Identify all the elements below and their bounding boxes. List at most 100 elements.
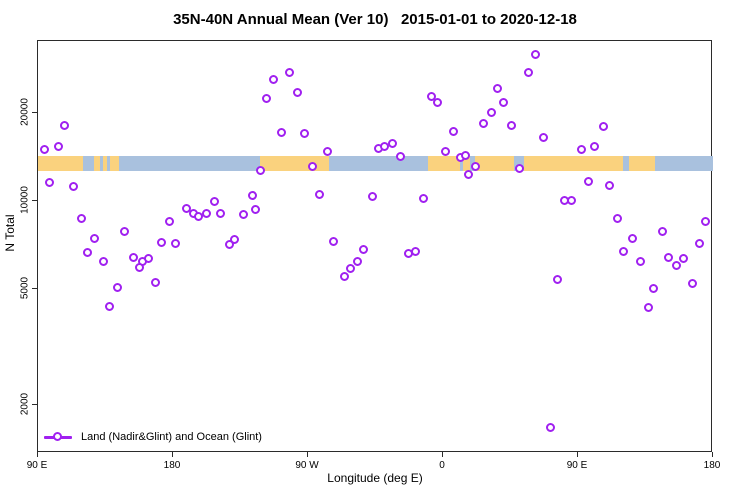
data-point [672,261,681,270]
data-point [285,68,294,78]
data-point [82,247,92,257]
data-point [590,142,599,152]
data-point [567,196,576,205]
data-point [524,68,533,78]
data-point [151,278,160,287]
y-tick-mark [32,404,37,406]
data-point [262,94,271,103]
x-axis-title: Longitude (deg E) [327,471,423,485]
data-point [531,50,540,60]
data-point [129,253,138,262]
data-point [105,302,114,312]
data-point [171,239,180,249]
data-point [277,128,286,137]
data-point [135,263,144,273]
legend: Land (Nadir&Glint) and Ocean (Glint) [44,429,262,445]
land-segment [474,155,514,171]
data-point [599,122,608,132]
data-point [448,127,458,137]
data-point [441,147,450,157]
data-point [225,240,234,249]
data-point [679,253,689,263]
data-point [238,209,248,219]
data-point [700,217,710,227]
land-segment [524,155,623,171]
x-tick-mark [712,452,713,457]
data-point [346,264,355,273]
y-axis-title: N Total [3,214,17,252]
chart-title: 35N-40N Annual Mean (Ver 10) 2015-01-01 … [173,11,577,28]
land-segment [428,155,460,171]
data-point [248,191,257,200]
y-tick-mark [32,287,37,289]
data-point [308,161,317,171]
data-point [379,142,389,152]
data-point [256,165,265,175]
y-tick-label: 5000 [19,276,31,300]
land-segment [110,155,119,171]
data-point [165,217,174,227]
data-point [605,180,614,190]
x-tick-label: 180 [703,460,721,471]
land-segment [102,155,107,171]
x-tick-mark [172,452,173,457]
data-point [45,178,54,188]
x-tick-label: 90 E [26,460,48,471]
data-point [202,209,211,218]
y-tick-mark [32,200,37,201]
data-point [577,144,586,154]
data-point [643,303,653,312]
data-point [40,144,50,154]
data-point [396,151,405,161]
data-point [649,283,658,293]
x-tick-mark [37,452,38,457]
data-point [76,214,86,223]
data-point [144,254,153,263]
y-tick-label: 20000 [19,98,31,126]
map-strip [38,155,713,171]
x-tick-mark [307,452,308,457]
data-point [359,245,368,255]
land-segment [38,155,83,171]
data-point [69,181,78,191]
data-point [419,193,428,203]
data-point [694,239,704,249]
open-circle-marker-icon [53,432,62,441]
legend-line-sample [44,432,72,441]
land-segment [260,155,329,171]
x-tick-mark [577,452,578,457]
data-point [315,189,324,199]
data-point [613,214,622,223]
y-tick-label: 10000 [19,186,31,214]
x-tick-mark [442,452,443,457]
land-segment [629,155,655,171]
data-point [658,227,667,236]
data-point [427,92,436,102]
data-point [54,142,63,152]
data-point [99,257,108,266]
data-point [230,235,239,245]
data-point [367,192,377,202]
x-tick-label: 90 E [566,460,588,471]
data-point [90,234,99,243]
data-point [487,108,496,118]
data-point [636,257,645,266]
data-point [664,253,673,262]
y-tick-mark [32,112,37,114]
data-point [688,278,698,288]
data-point [515,163,524,173]
data-point [300,128,309,138]
data-point [479,118,488,128]
data-point [507,120,516,130]
data-point [216,209,225,218]
land-segment [93,155,100,171]
data-point [584,177,593,187]
data-point [493,83,503,93]
land-segment [462,155,470,171]
data-point [269,74,278,84]
data-point [619,247,628,256]
data-point [210,197,219,206]
data-point [194,212,203,222]
x-tick-label: 180 [163,460,181,471]
data-point [157,238,166,247]
